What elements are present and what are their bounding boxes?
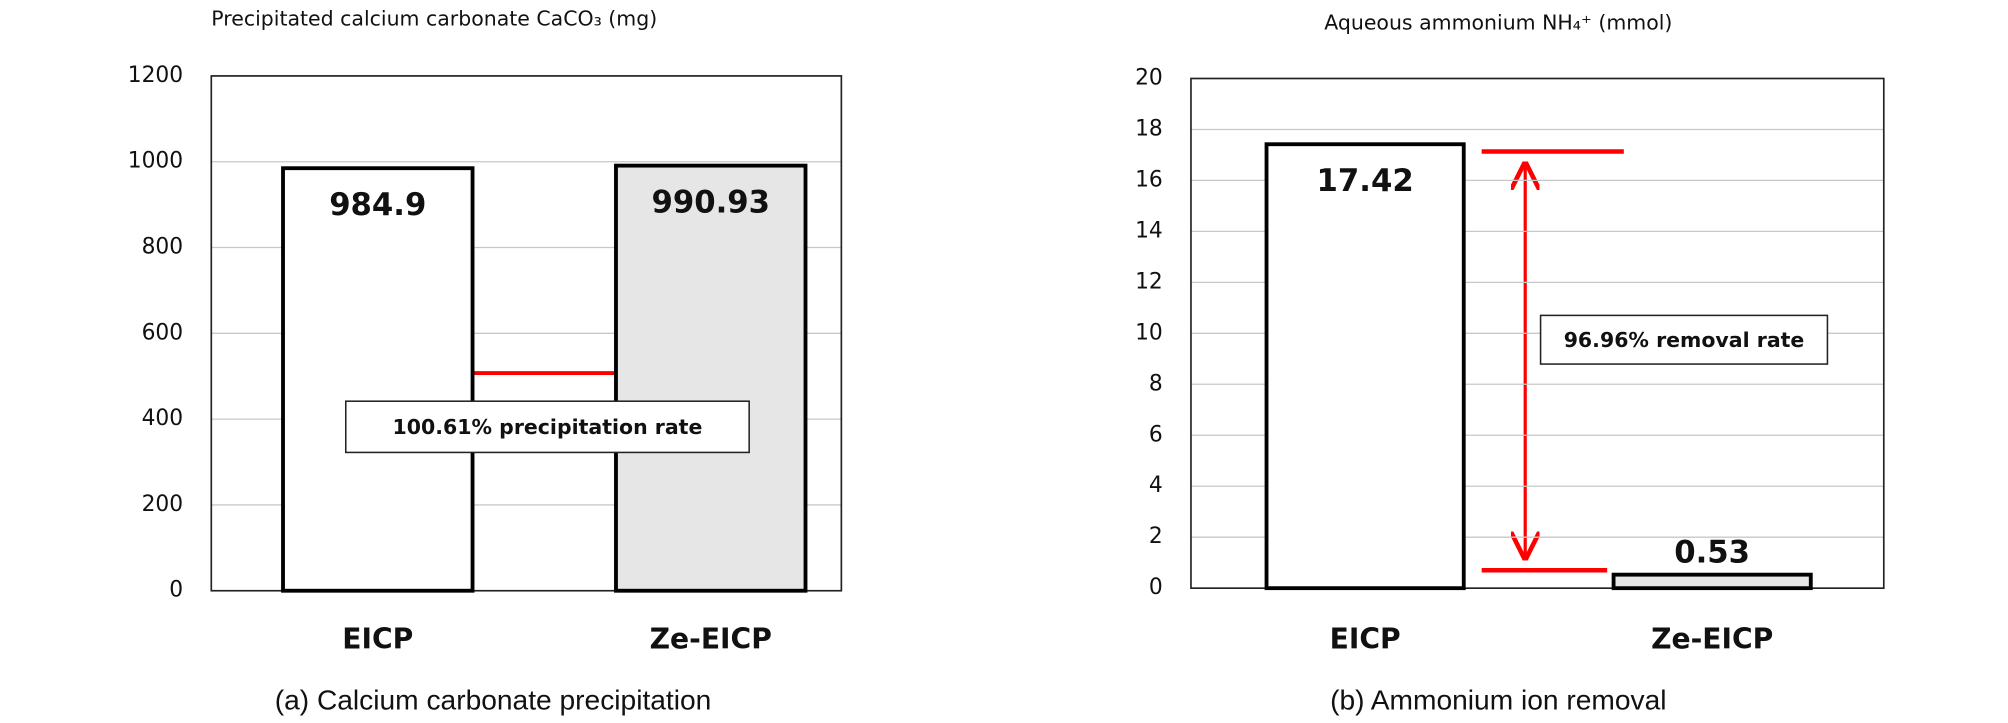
y-tick-label: 18	[1135, 116, 1163, 141]
bar	[1264, 142, 1466, 591]
annotation-box	[1539, 314, 1829, 365]
y-tick-label: 8	[1149, 371, 1163, 396]
y-tick-label: 10	[1135, 320, 1163, 345]
value-label: 17.42	[1317, 163, 1414, 199]
y-tick-label: 200	[142, 492, 184, 517]
y-tick-label: 0	[169, 578, 183, 603]
plot-frame	[210, 75, 843, 592]
y-tick-label: 400	[142, 406, 184, 431]
bar	[614, 163, 808, 593]
x-tick-label: EICP	[1330, 623, 1401, 656]
caption: (b) Ammonium ion removal	[1330, 684, 1666, 716]
y-tick-label: 12	[1135, 269, 1163, 294]
y-tick-label: 16	[1135, 167, 1163, 192]
value-label: 0.53	[1674, 535, 1750, 571]
y-tick-label: 600	[142, 320, 184, 345]
annotation: 100.61% precipitation rate	[393, 415, 703, 439]
caption: (a) Calcium carbonate precipitation	[275, 684, 712, 716]
x-tick-label: Ze-EICP	[1651, 623, 1773, 656]
y-tick-label: 6	[1149, 422, 1163, 447]
y-tick-label: 1200	[128, 63, 183, 88]
x-tick-label: EICP	[342, 623, 413, 656]
y-tick-label: 0	[1149, 575, 1163, 600]
bar	[1611, 572, 1813, 591]
plot-frame	[1190, 77, 1885, 590]
value-label: 990.93	[651, 185, 770, 221]
y-tick-label: 1000	[128, 149, 183, 174]
y-tick-label: 4	[1149, 473, 1163, 498]
annotation-box	[344, 400, 750, 454]
axis-title: Precipitated calcium carbonate CaCO₃ (mg…	[211, 7, 657, 31]
axis-title: Aqueous ammonium NH₄⁺ (mmol)	[1324, 10, 1672, 34]
y-tick-label: 800	[142, 235, 184, 260]
y-tick-label: 20	[1135, 65, 1163, 90]
bar	[281, 166, 475, 593]
y-tick-label: 14	[1135, 218, 1163, 243]
annotation: 96.96% removal rate	[1564, 328, 1805, 352]
x-tick-label: Ze-EICP	[650, 623, 772, 656]
value-label: 984.9	[329, 187, 426, 223]
y-tick-label: 2	[1149, 524, 1163, 549]
